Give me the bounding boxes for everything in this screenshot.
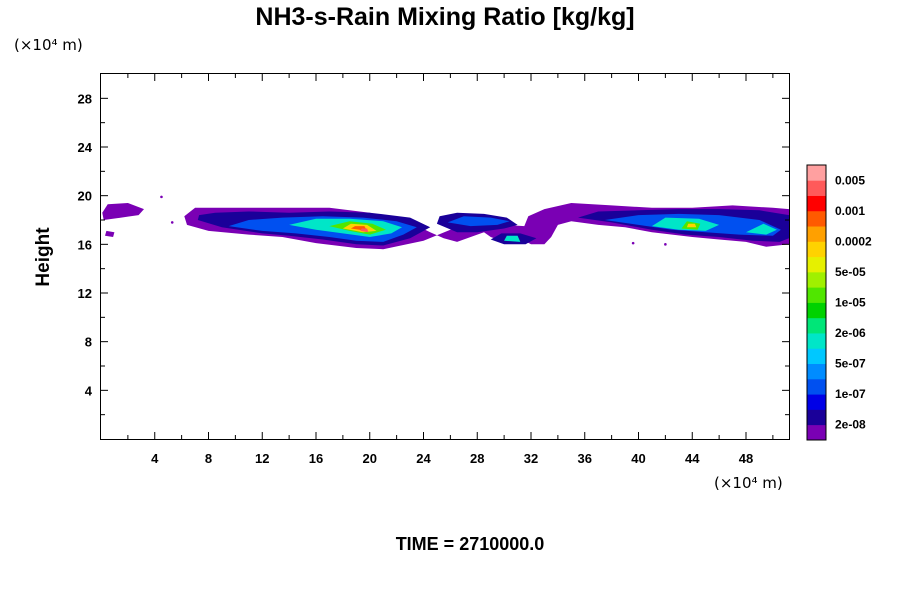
colorbar-swatch [807,241,826,258]
colorbar-swatch [807,165,826,181]
x-tick-label: 24 [416,451,431,466]
colorbar-swatch [807,210,826,227]
x-tick-label: 20 [363,451,377,466]
colorbar-label: 1e-07 [835,387,866,401]
x-tick-label: 44 [685,451,700,466]
colorbar-label: 1e-05 [835,296,866,310]
x-tick-label: 36 [578,451,592,466]
contour-speck-1 [170,221,174,224]
x-tick-label: 8 [205,451,212,466]
y-tick-label: 12 [78,286,92,301]
colorbar-swatch [807,348,826,365]
x-tick-label: 40 [631,451,645,466]
time-label: TIME = 2710000.0 [396,534,545,554]
y-tick-label: 8 [85,335,92,350]
colorbar-swatch [807,180,826,196]
colorbar-label: 5e-05 [835,265,866,279]
colorbar-swatch [807,317,826,334]
colorbar-swatch [807,333,826,349]
contour-band-19 [360,228,369,233]
contour-speck-0 [160,195,163,199]
contour-speck-2 [631,241,635,245]
contour-band-12 [746,223,777,235]
x-tick-label: 48 [739,451,753,466]
colorbar-swatch [807,409,826,426]
contour-band-1 [105,230,115,237]
y-axis-unit: (×10⁴ m) [14,36,83,54]
y-tick-label: 20 [78,189,92,204]
colorbar-label: 0.005 [835,173,865,187]
x-tick-label: 16 [309,451,323,466]
colorbar-swatch [807,378,826,395]
x-tick-label: 28 [470,451,484,466]
colorbar-swatch [807,271,826,288]
y-axis-label: Height [33,227,54,287]
colorbar-label: 2e-06 [835,326,866,340]
colorbar-swatch [807,424,826,441]
colorbar-swatch [807,195,826,212]
colorbar-label: 0.0002 [835,234,872,248]
x-tick-label: 12 [255,451,269,466]
colorbar-swatch [807,256,826,273]
plot-area [102,195,790,250]
colorbar-swatch [807,287,826,303]
x-tick-label: 32 [524,451,538,466]
colorbar-label: 0.001 [835,204,865,218]
x-axis-unit: (×10⁴ m) [714,474,783,492]
chart-title: NH3-s-Rain Mixing Ratio [kg/kg] [255,3,634,31]
contour-band-13 [504,235,521,242]
contour-band-0 [102,203,144,220]
colorbar: 2e-08 1e-07 5e-07 2e-06 1e-05 5e-05 0.0002 0.00… [806,164,872,441]
contour-band-17 [686,223,697,228]
colorbar-label: 5e-07 [835,357,866,371]
colorbar-frame [806,164,827,441]
y-tick-label: 24 [78,140,93,155]
contour-speck-3 [664,243,667,246]
contour-band-8 [447,216,510,227]
colorbar-label: 2e-08 [835,418,866,432]
plot-frame [100,73,790,440]
x-tick-label: 4 [151,451,159,466]
colorbar-swatch [807,226,826,242]
y-tick-label: 4 [85,383,93,398]
colorbar-swatch [807,363,826,380]
y-tick-label: 28 [78,91,92,106]
colorbar-swatch [807,302,826,319]
colorbar-swatch [807,394,826,410]
y-tick-label: 16 [78,237,92,252]
